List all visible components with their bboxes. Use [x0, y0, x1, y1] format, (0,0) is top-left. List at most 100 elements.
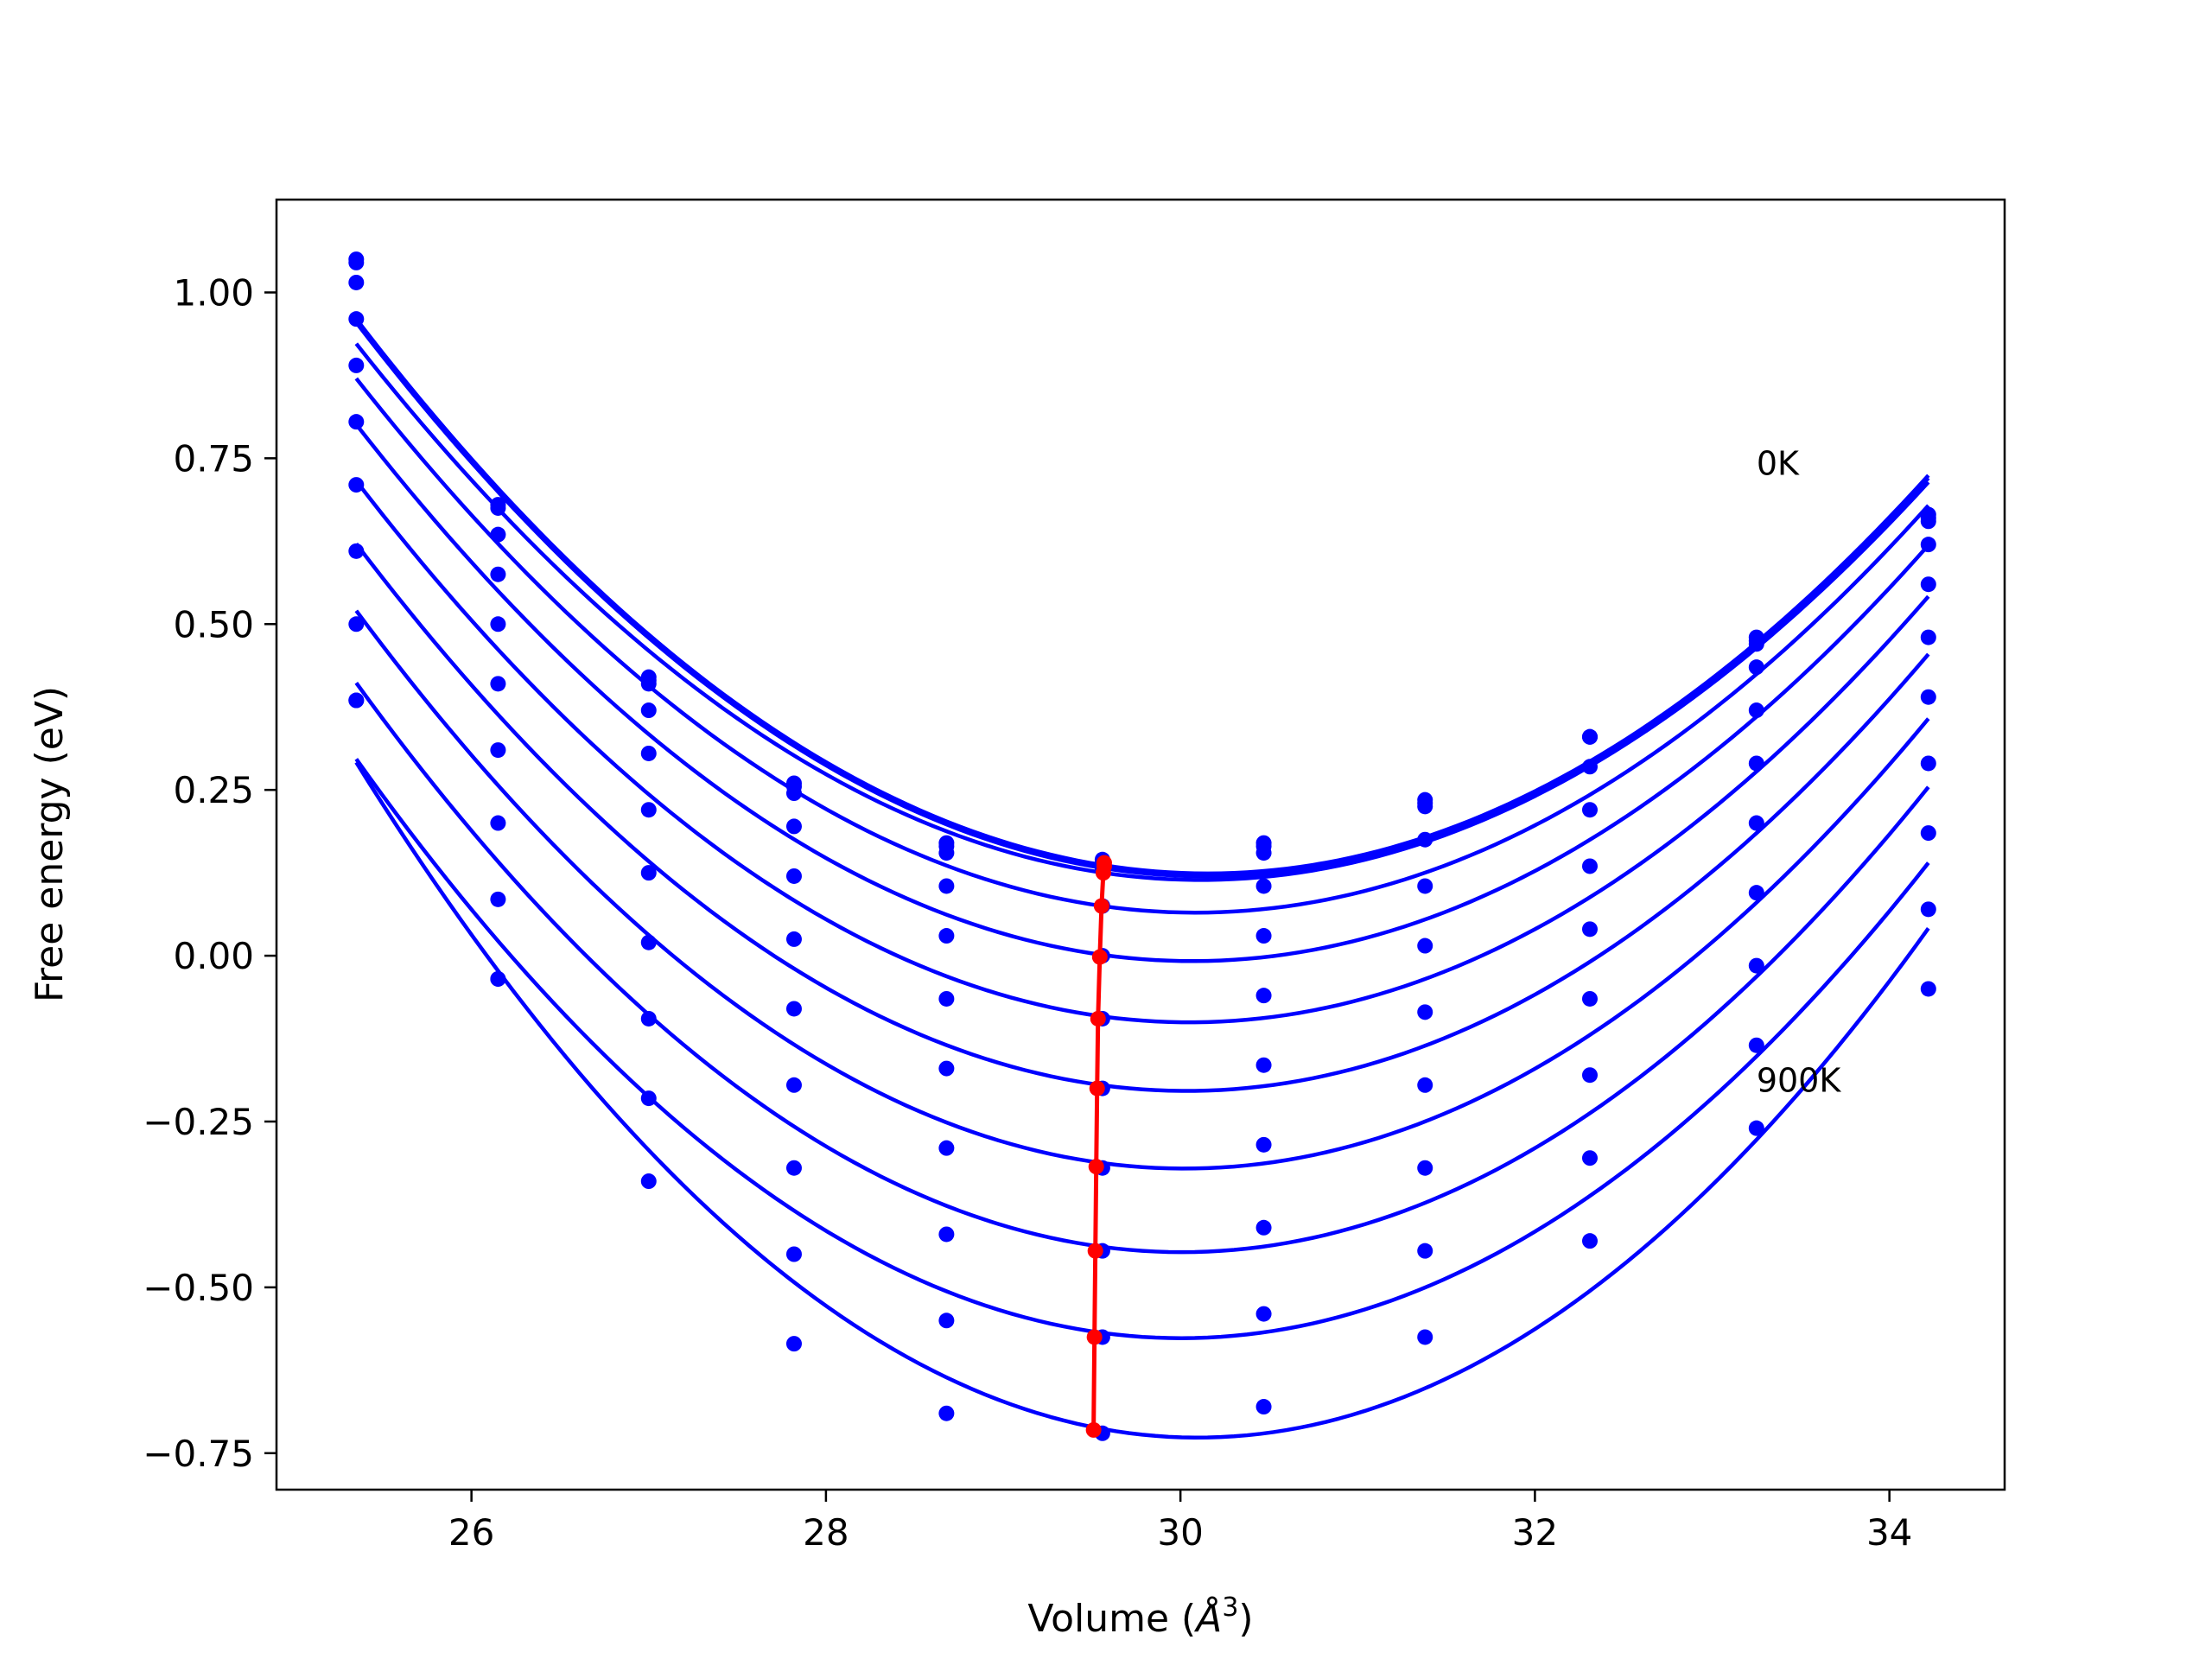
x-axis-title-prefix: Volume ( — [1027, 1597, 1196, 1641]
x-tick-label-2: 30 — [1157, 1511, 1203, 1554]
data-point-500K-8 — [1582, 858, 1598, 874]
y-axis-title: Free energy (eV) — [28, 686, 72, 1002]
data-point-900K-10 — [1920, 901, 1936, 918]
data-point-200K-4 — [938, 845, 955, 861]
y-tick-label-1: −0.50 — [143, 1267, 254, 1309]
minimum-point-7 — [1088, 1159, 1104, 1175]
data-point-700K-6 — [1255, 1136, 1272, 1153]
y-axis: −0.75 −0.50 −0.25 0.00 0.25 0.50 0.75 1.00 — [143, 271, 276, 1475]
data-point-200K-1 — [490, 526, 506, 543]
x-axis-title-symbol: Å — [1193, 1595, 1222, 1641]
data-point-500K-4 — [938, 990, 955, 1007]
x-axis-title-suffix: ) — [1238, 1597, 1253, 1641]
data-point-400K-3 — [785, 868, 802, 884]
data-point-600K-9 — [1748, 815, 1764, 831]
data-point-1000K-8 — [1582, 1233, 1598, 1249]
data-point-600K-0 — [348, 477, 365, 493]
data-point-400K-6 — [1255, 928, 1272, 944]
data-point-400K-8 — [1582, 802, 1598, 818]
data-point-1000K-1 — [490, 970, 506, 987]
minimum-point-10 — [1085, 1421, 1102, 1438]
data-point-900K-7 — [1417, 1243, 1433, 1259]
x-tick-label-0: 26 — [448, 1511, 494, 1554]
minimum-volume-line — [1085, 855, 1112, 1438]
series-curve-300K — [354, 377, 1930, 915]
minimum-point-2 — [1095, 865, 1111, 881]
data-point-1000K-2 — [640, 1173, 657, 1190]
curve-annotations: 0K 900K — [1757, 445, 1842, 1100]
data-point-300K-1 — [490, 566, 506, 582]
data-point-400K-9 — [1748, 702, 1764, 719]
data-point-700K-10 — [1920, 755, 1936, 772]
minimum-point-4 — [1091, 949, 1108, 965]
data-point-400K-4 — [938, 928, 955, 944]
y-tick-label-0: −0.75 — [143, 1433, 254, 1475]
data-point-200K-6 — [1255, 845, 1272, 861]
data-point-800K-2 — [640, 1010, 657, 1027]
minimum-point-8 — [1087, 1243, 1103, 1259]
data-point-700K-0 — [348, 543, 365, 559]
data-point-600K-10 — [1920, 689, 1936, 705]
data-point-900K-9 — [1748, 1037, 1764, 1053]
data-point-600K-6 — [1255, 1057, 1272, 1073]
data-point-700K-9 — [1748, 885, 1764, 901]
data-point-600K-2 — [640, 865, 657, 881]
data-point-600K-1 — [490, 742, 506, 759]
y-tick-label-7: 1.00 — [173, 271, 254, 314]
y-tick-label-3: 0.00 — [173, 935, 254, 977]
data-point-300K-2 — [640, 702, 657, 719]
data-point-200K-9 — [1748, 636, 1764, 652]
data-point-300K-9 — [1748, 659, 1764, 676]
series-curve-600K — [354, 542, 1930, 1093]
minimum-point-5 — [1090, 1010, 1106, 1027]
data-point-800K-4 — [938, 1226, 955, 1243]
data-point-800K-8 — [1582, 1067, 1598, 1084]
data-point-600K-8 — [1582, 921, 1598, 938]
minimum-point-6 — [1089, 1080, 1105, 1096]
data-point-200K-0 — [348, 274, 365, 290]
data-point-400K-2 — [640, 745, 657, 761]
data-point-900K-4 — [938, 1313, 955, 1329]
data-point-400K-1 — [490, 616, 506, 632]
data-point-200K-2 — [640, 676, 657, 692]
x-tick-label-4: 34 — [1866, 1511, 1912, 1554]
data-point-400K-7 — [1417, 878, 1433, 894]
data-point-800K-10 — [1920, 825, 1936, 842]
series-curve-1000K — [354, 761, 1930, 1440]
data-point-100K-1 — [490, 499, 506, 516]
data-point-300K-8 — [1582, 759, 1598, 775]
data-point-300K-0 — [348, 311, 365, 327]
series-points — [348, 251, 1936, 1441]
series-curve-400K — [354, 423, 1930, 963]
x-axis: 26 28 30 32 34 — [448, 1490, 1912, 1554]
series-curve-800K — [354, 682, 1930, 1255]
minimum-point-9 — [1086, 1329, 1103, 1345]
data-point-400K-10 — [1920, 576, 1936, 593]
data-point-800K-3 — [785, 1160, 802, 1176]
y-tick-label-6: 0.75 — [173, 437, 254, 480]
data-point-600K-7 — [1417, 1004, 1433, 1020]
data-point-800K-6 — [1255, 1219, 1272, 1236]
data-point-100K-0 — [348, 254, 365, 270]
series-curve-0K — [354, 317, 1930, 876]
data-point-700K-7 — [1417, 1077, 1433, 1093]
data-point-500K-3 — [785, 931, 802, 947]
data-point-700K-4 — [938, 1140, 955, 1156]
data-point-800K-0 — [348, 616, 365, 632]
y-tick-label-4: 0.25 — [173, 769, 254, 811]
y-tick-label-5: 0.50 — [173, 603, 254, 645]
data-point-200K-10 — [1920, 513, 1936, 530]
data-point-200K-7 — [1417, 798, 1433, 815]
data-point-500K-1 — [490, 676, 506, 692]
data-point-700K-1 — [490, 815, 506, 831]
x-tick-label-1: 28 — [803, 1511, 849, 1554]
annotation-0: 0K — [1757, 445, 1800, 483]
data-point-300K-3 — [785, 818, 802, 835]
data-point-300K-10 — [1920, 537, 1936, 553]
data-point-900K-2 — [640, 1090, 657, 1107]
data-point-400K-0 — [348, 357, 365, 373]
data-point-900K-6 — [1255, 1306, 1272, 1322]
x-tick-label-3: 32 — [1512, 1511, 1558, 1554]
data-point-1000K-3 — [785, 1336, 802, 1352]
